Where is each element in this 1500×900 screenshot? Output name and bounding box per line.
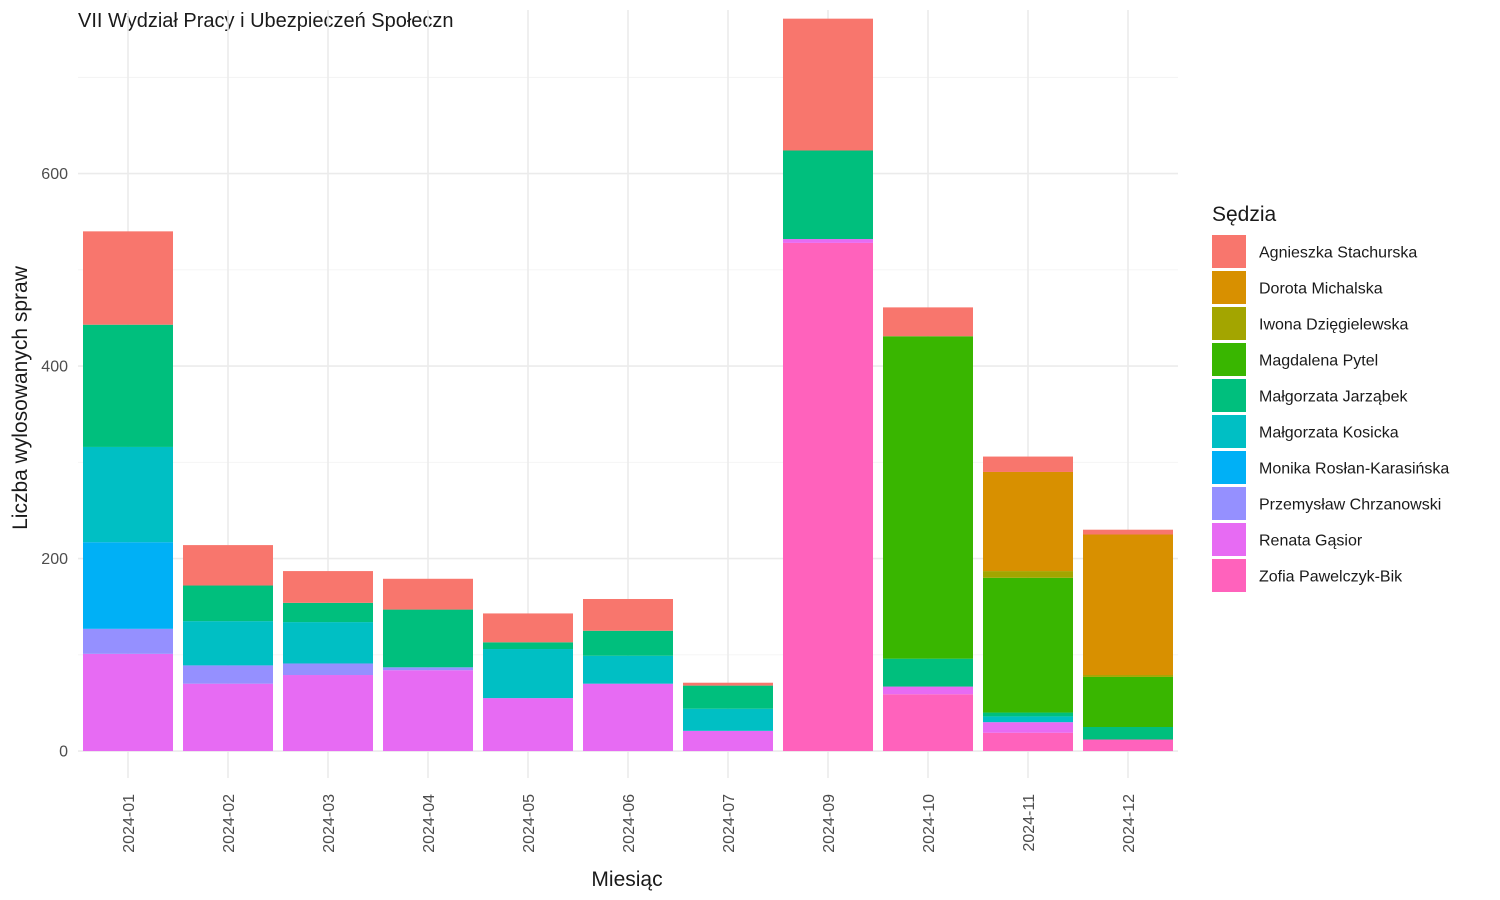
legend-swatch bbox=[1212, 451, 1246, 484]
legend-swatch bbox=[1212, 559, 1246, 592]
bar-segment bbox=[183, 665, 273, 684]
bar-segment bbox=[183, 621, 273, 666]
x-tick-label: 2024-10 bbox=[921, 794, 938, 853]
y-axis-title: Liczba wylosowanych spraw bbox=[9, 265, 32, 530]
bar-segment bbox=[183, 683, 273, 752]
bar-segment bbox=[83, 324, 173, 447]
bar-segment bbox=[383, 667, 473, 671]
x-tick-label: 2024-01 bbox=[121, 794, 138, 853]
legend-swatch bbox=[1212, 343, 1246, 376]
legend-label: Zofia Pawelczyk-Bik bbox=[1259, 569, 1403, 586]
y-tick-label: 400 bbox=[41, 359, 68, 376]
bar-segment bbox=[83, 446, 173, 543]
bar-segment bbox=[83, 542, 173, 629]
legend-label: Małgorzata Kosicka bbox=[1259, 425, 1399, 442]
legend-swatch bbox=[1212, 415, 1246, 448]
bar-segment bbox=[383, 578, 473, 610]
bar-segment bbox=[883, 694, 973, 752]
x-tick-label: 2024-11 bbox=[1021, 794, 1038, 852]
bar-segment bbox=[583, 655, 673, 684]
bar-segment bbox=[683, 685, 773, 709]
bar-segment bbox=[883, 658, 973, 687]
legend-swatch bbox=[1212, 235, 1246, 268]
bar-segment bbox=[1083, 726, 1173, 740]
x-tick-label: 2024-02 bbox=[221, 794, 238, 853]
bar-segment bbox=[983, 577, 1073, 713]
bar-segment bbox=[583, 630, 673, 656]
bar-segment bbox=[83, 231, 173, 325]
legend-label: Agnieszka Stachurska bbox=[1259, 245, 1417, 262]
y-axis: 0 200 400 600 bbox=[41, 166, 68, 760]
bar-segment bbox=[683, 708, 773, 731]
bar-segment bbox=[183, 585, 273, 622]
x-tick-label: 2024-05 bbox=[521, 794, 538, 853]
bar-segment bbox=[883, 686, 973, 695]
y-tick-label: 0 bbox=[59, 744, 68, 761]
bar-segment bbox=[583, 683, 673, 752]
bar-segment bbox=[1083, 534, 1173, 676]
bar-segment bbox=[483, 613, 573, 643]
bar-segment bbox=[983, 722, 1073, 733]
x-tick-label: 2024-04 bbox=[421, 794, 438, 853]
y-tick-label: 600 bbox=[41, 166, 68, 183]
x-tick-label: 2024-06 bbox=[621, 794, 638, 853]
bar-segment bbox=[483, 698, 573, 752]
bar-segment bbox=[883, 307, 973, 337]
legend-swatch bbox=[1212, 307, 1246, 340]
y-tick-label: 200 bbox=[41, 551, 68, 568]
legend-label: Przemysław Chrzanowski bbox=[1259, 497, 1441, 514]
bar-segment bbox=[1083, 676, 1173, 727]
bar-segment bbox=[683, 730, 773, 752]
bar-segment bbox=[483, 642, 573, 650]
bar-segment bbox=[283, 675, 373, 752]
bar-segment bbox=[283, 571, 373, 603]
x-tick-label: 2024-09 bbox=[821, 794, 838, 853]
legend-label: Dorota Michalska bbox=[1259, 281, 1383, 298]
legend-label: Magdalena Pytel bbox=[1259, 353, 1378, 370]
x-tick-label: 2024-12 bbox=[1121, 794, 1138, 853]
bar-segment bbox=[283, 622, 373, 664]
bar-segment bbox=[783, 239, 873, 243]
legend-label: Monika Rosłan-Karasińska bbox=[1259, 461, 1449, 478]
x-axis: 2024-01 2024-02 2024-03 2024-04 2024-05 2024-… bbox=[121, 794, 1138, 853]
bar-segment bbox=[183, 545, 273, 586]
bar-segment bbox=[983, 712, 1073, 717]
x-axis-title: Miesiąc bbox=[591, 868, 662, 891]
bar-segment bbox=[383, 670, 473, 752]
bar-segment bbox=[783, 150, 873, 240]
chart-title: VII Wydział Pracy i Ubezpieczeń Społeczn bbox=[78, 10, 454, 32]
bar-segment bbox=[83, 653, 173, 752]
bar-segment bbox=[983, 716, 1073, 723]
bar-segment bbox=[983, 456, 1073, 472]
bar-segment bbox=[783, 242, 873, 752]
bar-segment bbox=[683, 682, 773, 686]
bar-segment bbox=[983, 732, 1073, 752]
x-tick-label: 2024-07 bbox=[721, 794, 738, 853]
bar-segment bbox=[283, 602, 373, 623]
bar-segment bbox=[283, 663, 373, 676]
bar-segment bbox=[383, 609, 473, 668]
bar-segment bbox=[1083, 529, 1173, 535]
legend-swatch bbox=[1212, 271, 1246, 304]
legend-label: Iwona Dzięgielewska bbox=[1259, 317, 1409, 334]
x-tick-label: 2024-03 bbox=[321, 794, 338, 853]
legend-label: Renata Gąsior bbox=[1259, 533, 1363, 550]
bars bbox=[83, 18, 1173, 752]
bar-segment bbox=[83, 628, 173, 654]
bar-segment bbox=[983, 571, 1073, 578]
bar-segment bbox=[583, 598, 673, 631]
legend-swatch bbox=[1212, 523, 1246, 556]
bar-segment bbox=[983, 471, 1073, 572]
bar-segment bbox=[483, 649, 573, 699]
bar-segment bbox=[883, 336, 973, 659]
bar-segment bbox=[1083, 739, 1173, 752]
legend-title: Sędzia bbox=[1212, 203, 1277, 226]
legend-label: Małgorzata Jarząbek bbox=[1259, 389, 1409, 406]
bar-segment bbox=[1083, 675, 1173, 677]
legend: Sędzia Agnieszka Stachurska Dorota Michal… bbox=[1212, 203, 1449, 592]
legend-swatch bbox=[1212, 379, 1246, 412]
bar-segment bbox=[783, 18, 873, 151]
legend-swatch bbox=[1212, 487, 1246, 520]
